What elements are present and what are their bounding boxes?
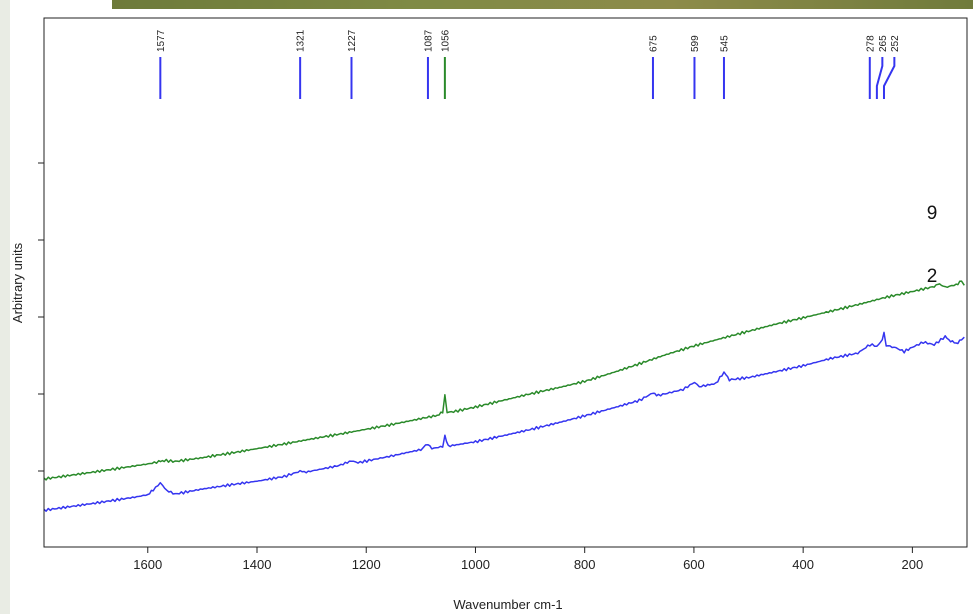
peak-markers: 1577 1321 1227 1087 1056 675 599 545 278 265 252: [156, 29, 901, 99]
left-edge-strip: [0, 0, 10, 614]
series-line-2: [43, 331, 965, 512]
y-axis-label: Arbitrary units: [10, 242, 25, 323]
peak-marker-label: 675: [648, 35, 659, 52]
peak-marker-label: 278: [865, 35, 876, 52]
peak-marker-line: [875, 57, 884, 99]
peak-marker-label: 252: [890, 35, 901, 52]
series-line-9: [43, 280, 965, 481]
peak-marker-label: 599: [690, 35, 701, 52]
plot-frame: [43, 17, 968, 548]
x-tick-label: 1000: [461, 557, 490, 572]
axes: 1600 1400 1200 1000 800 600 400 200: [38, 17, 968, 572]
x-tick-label: 1200: [352, 557, 381, 572]
peak-marker-label: 1577: [156, 29, 167, 52]
x-tick-label: 400: [792, 557, 814, 572]
x-axis-label: Wavenumber cm-1: [453, 597, 562, 612]
peak-marker-line: [882, 57, 896, 99]
x-tick-label: 200: [902, 557, 924, 572]
plot-area-background: [10, 9, 973, 614]
x-tick-label: 800: [574, 557, 596, 572]
series-label: 2: [927, 266, 938, 287]
x-tick-label: 1400: [243, 557, 272, 572]
x-tick-label: 600: [683, 557, 705, 572]
peak-marker-label: 265: [878, 35, 889, 52]
top-image-strip: [112, 0, 973, 9]
peak-marker-label: 1227: [347, 29, 358, 52]
peak-marker-label: 1087: [423, 29, 434, 52]
x-tick-label: 1600: [133, 557, 162, 572]
peak-marker-label: 545: [719, 35, 730, 52]
series-label: 9: [927, 203, 938, 224]
peak-marker-label: 1056: [440, 29, 451, 52]
spectrum-series: 92: [43, 203, 965, 512]
peak-marker-label: 1321: [296, 29, 307, 52]
